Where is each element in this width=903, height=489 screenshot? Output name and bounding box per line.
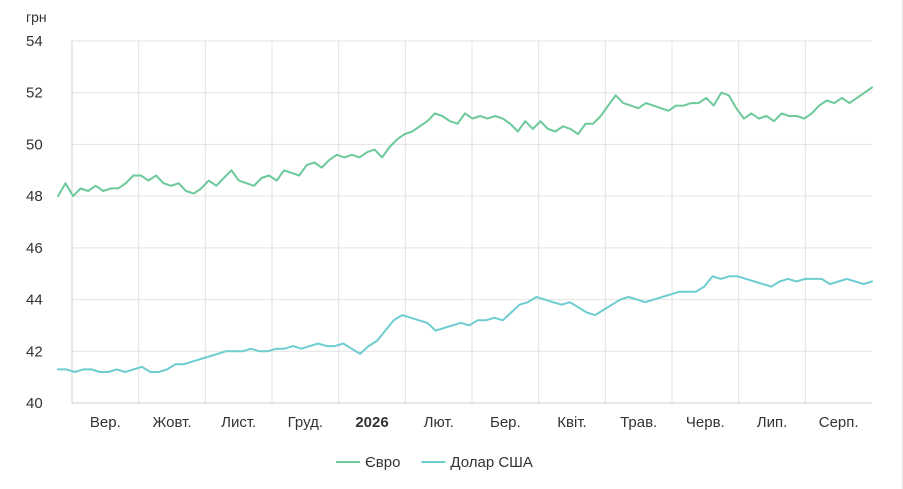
series-line-0 bbox=[57, 86, 873, 198]
legend-label: Долар США bbox=[450, 454, 533, 471]
y-axis-unit-label: грн bbox=[26, 9, 47, 25]
x-tick-label: 2026 bbox=[355, 414, 388, 431]
legend[interactable]: Євро Долар США bbox=[336, 454, 533, 471]
x-tick-label: Груд. bbox=[288, 414, 323, 431]
y-tick-label: 48 bbox=[26, 188, 43, 205]
legend-label: Євро bbox=[365, 454, 400, 471]
x-tick-label: Жовт. bbox=[152, 414, 191, 431]
y-tick-label: 42 bbox=[26, 343, 43, 360]
legend-item-0[interactable]: Євро bbox=[336, 454, 400, 471]
series-line-1 bbox=[57, 275, 873, 373]
y-tick-label: 40 bbox=[26, 395, 43, 412]
x-tick-label: Бер. bbox=[490, 414, 521, 431]
x-tick-label: Лют. bbox=[424, 414, 454, 431]
x-tick-label: Лип. bbox=[757, 414, 788, 431]
axes: грн 40 42 44 46 48 50 52 54 Вер. Жовт. Лист. Груд. 2… bbox=[26, 9, 859, 431]
x-tick-label: Лист. bbox=[221, 414, 256, 431]
y-tick-label: 54 bbox=[26, 33, 43, 50]
legend-item-1[interactable]: Долар США bbox=[421, 454, 533, 471]
x-tick-label: Серп. bbox=[819, 414, 859, 431]
x-tick-label: Черв. bbox=[686, 414, 725, 431]
x-tick-label: Вер. bbox=[90, 414, 121, 431]
y-tick-label: 52 bbox=[26, 85, 43, 102]
grid bbox=[71, 40, 872, 404]
x-tick-label: Квіт. bbox=[557, 414, 586, 431]
y-tick-label: 46 bbox=[26, 240, 43, 257]
y-tick-label: 50 bbox=[26, 136, 43, 153]
x-tick-label: Трав. bbox=[620, 414, 657, 431]
series bbox=[57, 86, 873, 373]
y-tick-label: 44 bbox=[26, 292, 43, 309]
